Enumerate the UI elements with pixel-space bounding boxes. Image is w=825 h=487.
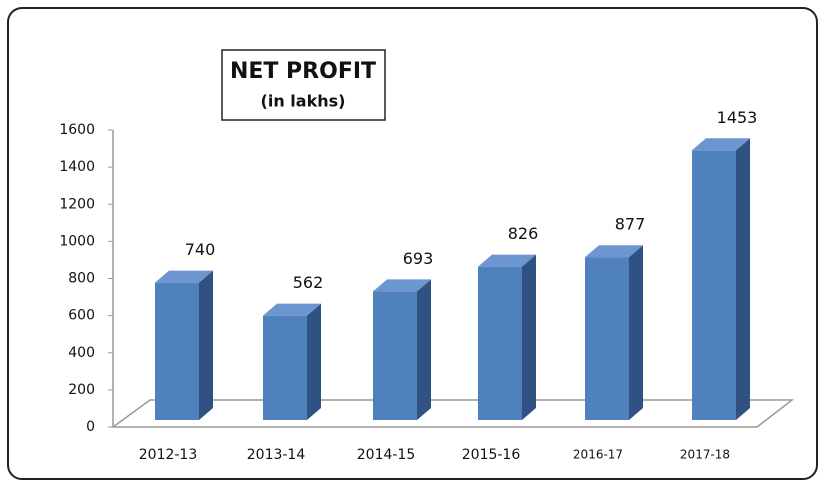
y-tick-label: 1400 bbox=[59, 159, 95, 175]
bar-side bbox=[736, 138, 750, 421]
bar-side bbox=[199, 270, 213, 420]
chart-title: NET PROFIT bbox=[230, 59, 376, 84]
title-box bbox=[221, 49, 386, 121]
x-tick-label: 2017-18 bbox=[680, 448, 730, 462]
y-tick-label: 1600 bbox=[59, 122, 95, 138]
bar-side bbox=[522, 254, 536, 420]
y-tick-label: 1200 bbox=[59, 196, 95, 212]
bar bbox=[478, 266, 522, 420]
chart-subtitle: (in lakhs) bbox=[261, 92, 346, 111]
x-tick-label: 2013-14 bbox=[247, 447, 306, 463]
value-label: 1453 bbox=[717, 108, 758, 127]
bar-side bbox=[629, 245, 643, 420]
y-tick-label: 600 bbox=[68, 308, 95, 324]
y-tick-label: 200 bbox=[68, 382, 95, 398]
bar bbox=[585, 257, 629, 420]
bar-top bbox=[585, 245, 643, 258]
y-tick-label: 1000 bbox=[59, 233, 95, 249]
x-tick-label: 2015-16 bbox=[462, 447, 521, 463]
bar-side bbox=[417, 279, 431, 420]
x-tick-label: 2012-13 bbox=[139, 447, 198, 463]
bar-top bbox=[263, 303, 321, 316]
bar bbox=[692, 150, 736, 421]
bar-side bbox=[307, 303, 321, 420]
x-tick-label: 2016-17 bbox=[573, 448, 623, 462]
bar-top bbox=[155, 270, 213, 283]
x-tick-label: 2014-15 bbox=[357, 447, 416, 463]
floor bbox=[110, 399, 795, 428]
y-tick-label: 0 bbox=[86, 419, 95, 435]
value-label: 826 bbox=[508, 224, 539, 243]
bar bbox=[155, 282, 199, 420]
value-label: 693 bbox=[403, 249, 434, 268]
bar bbox=[263, 315, 307, 420]
value-label: 562 bbox=[293, 273, 324, 292]
bar-top bbox=[373, 279, 431, 292]
y-tick-label: 400 bbox=[68, 345, 95, 361]
value-label: 877 bbox=[615, 215, 646, 234]
bar-top bbox=[478, 254, 536, 267]
y-tick-label: 800 bbox=[68, 271, 95, 287]
bar-top bbox=[692, 138, 750, 151]
value-label: 740 bbox=[185, 240, 216, 259]
bar bbox=[373, 291, 417, 420]
